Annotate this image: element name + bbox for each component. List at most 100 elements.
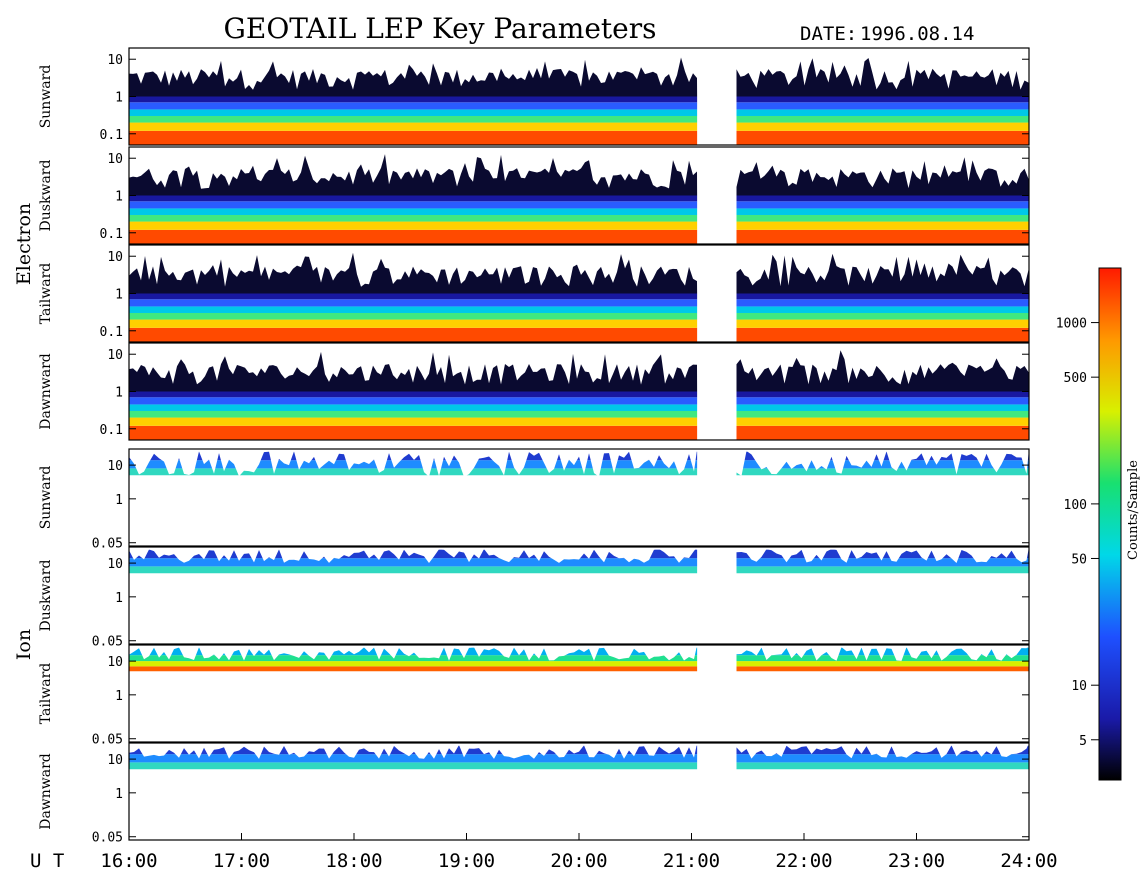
colorbar-tick-label: 50	[1071, 552, 1087, 567]
direction-label: Sunward	[38, 466, 54, 530]
spectrum-band	[736, 102, 1029, 110]
ion-duskward-panel: 10 1 0.05 Duskward	[38, 546, 1030, 650]
spectrum-band	[736, 293, 1029, 300]
colorbar-label: Counts/Sample	[1126, 460, 1141, 560]
spectrum-band	[736, 130, 1029, 145]
spectrum-band	[736, 391, 1029, 398]
y-tick-label: 10	[107, 348, 123, 363]
spectrum-band	[736, 327, 1029, 342]
y-tick-label: 1	[115, 493, 123, 508]
spectrum-band	[129, 460, 698, 469]
electron-dawnward-panel: 10 1 0.1 Dawnward	[38, 342, 1030, 441]
spectrum-band	[129, 293, 698, 300]
spectrum-top	[736, 157, 1029, 196]
spectrum-band	[129, 102, 698, 110]
spectrum-band	[129, 754, 698, 763]
spectrum-band	[129, 208, 698, 215]
y-tick-label: 10	[107, 152, 123, 167]
x-tick-label: 24:00	[1000, 850, 1057, 872]
spectrum-band	[736, 468, 1029, 476]
colorbar: 1000 500 100 50 10 5 Counts/Sample	[1056, 267, 1141, 781]
colorbar-tick-label: 1000	[1056, 317, 1087, 332]
spectrum-band	[736, 558, 1029, 567]
spectrum-band	[129, 109, 698, 116]
spectrum-band	[736, 109, 1029, 116]
spectrum-top	[736, 253, 1029, 294]
y-tick-label: 10	[107, 459, 123, 474]
spectrum-top	[129, 351, 698, 392]
spectrum-mask	[129, 547, 698, 563]
spectrum-band	[129, 214, 698, 222]
spectrum-band	[129, 96, 698, 103]
colorbar-ticks: 1000 500 100 50 10 5	[1056, 317, 1099, 749]
spectrum-band	[736, 115, 1029, 123]
y-tick-label: 0.1	[100, 128, 123, 143]
spectrum-band	[736, 229, 1029, 244]
spectrum-band	[129, 566, 698, 574]
spectrum-band	[129, 425, 698, 440]
y-tick-label: 10	[107, 655, 123, 670]
y-tick-label: 1	[115, 386, 123, 401]
group-label: Electron	[13, 203, 35, 285]
spectrum-band	[736, 201, 1029, 209]
spectrum-mask	[736, 743, 1029, 759]
spectrum-band	[736, 221, 1029, 230]
spectrum-band	[736, 754, 1029, 763]
spectrum-band	[129, 661, 698, 667]
spectrum-band	[129, 201, 698, 209]
y-tick-label: 0.05	[92, 831, 123, 846]
spectrum-band	[736, 404, 1029, 411]
spectrum-band	[129, 229, 698, 244]
electron-duskward-panel: 10 1 0.1 Duskward	[38, 146, 1030, 245]
spectrum-top	[736, 58, 1029, 97]
y-tick-label: 1	[115, 591, 123, 606]
spectrum-band	[736, 666, 1029, 672]
y-tick-label: 10	[107, 53, 123, 68]
x-tick-label: 22:00	[775, 850, 832, 872]
spectrum-band	[129, 306, 698, 313]
colorbar-tick-label: 10	[1071, 679, 1087, 694]
x-tick-label: 17:00	[213, 850, 270, 872]
spectrum-band	[129, 666, 698, 672]
spectrum-band	[129, 762, 698, 770]
y-tick-label: 0.1	[100, 325, 123, 340]
spectrum-band	[736, 312, 1029, 320]
spectrum-band	[736, 195, 1029, 202]
spectrum-band	[129, 115, 698, 123]
spectrum-band	[129, 397, 698, 405]
date-value: 1996.08.14	[860, 23, 974, 45]
y-tick-label: 1	[115, 190, 123, 205]
x-tick-label: 19:00	[438, 850, 495, 872]
ion-dawnward-panel: 10 1 0.05 Dawnward	[38, 742, 1030, 846]
spectrum-top	[129, 252, 698, 294]
spectrum-band	[736, 425, 1029, 440]
spectrum-band	[736, 417, 1029, 426]
spectrum-mask	[129, 449, 698, 477]
spectrum-band	[129, 312, 698, 320]
spectrum-band	[129, 549, 698, 559]
ion-sunward-panel: 10 1 0.05 Sunward	[38, 448, 1030, 552]
direction-label: Sunward	[38, 65, 54, 129]
spectrum-band	[736, 299, 1029, 307]
spectrum-band	[736, 410, 1029, 418]
spectrum-mask	[129, 743, 698, 759]
spectrum-band	[129, 221, 698, 230]
y-tick-label: 10	[107, 753, 123, 768]
spectrum-band	[736, 566, 1029, 574]
panel-frame	[128, 644, 1030, 743]
colorbar-tick-label: 5	[1079, 734, 1087, 749]
direction-label: Duskward	[38, 160, 54, 232]
direction-label: Duskward	[38, 560, 54, 632]
spectrum-band	[129, 410, 698, 418]
spectrum-mask	[736, 547, 1029, 563]
y-tick-label: 1	[115, 91, 123, 106]
x-axis-ticks: 16:00 17:00 18:00 19:00 20:00 21:00 22:00 23:00…	[100, 833, 1058, 872]
colorbar-tick-label: 500	[1064, 371, 1087, 386]
x-tick-label: 16:00	[100, 850, 157, 872]
date-label: DATE:	[800, 23, 857, 45]
spectrum-top	[129, 57, 698, 97]
spectrum-band	[736, 122, 1029, 131]
colorbar-gradient	[1098, 267, 1122, 781]
direction-label: Tailward	[38, 263, 54, 325]
spectrum-band	[736, 96, 1029, 103]
